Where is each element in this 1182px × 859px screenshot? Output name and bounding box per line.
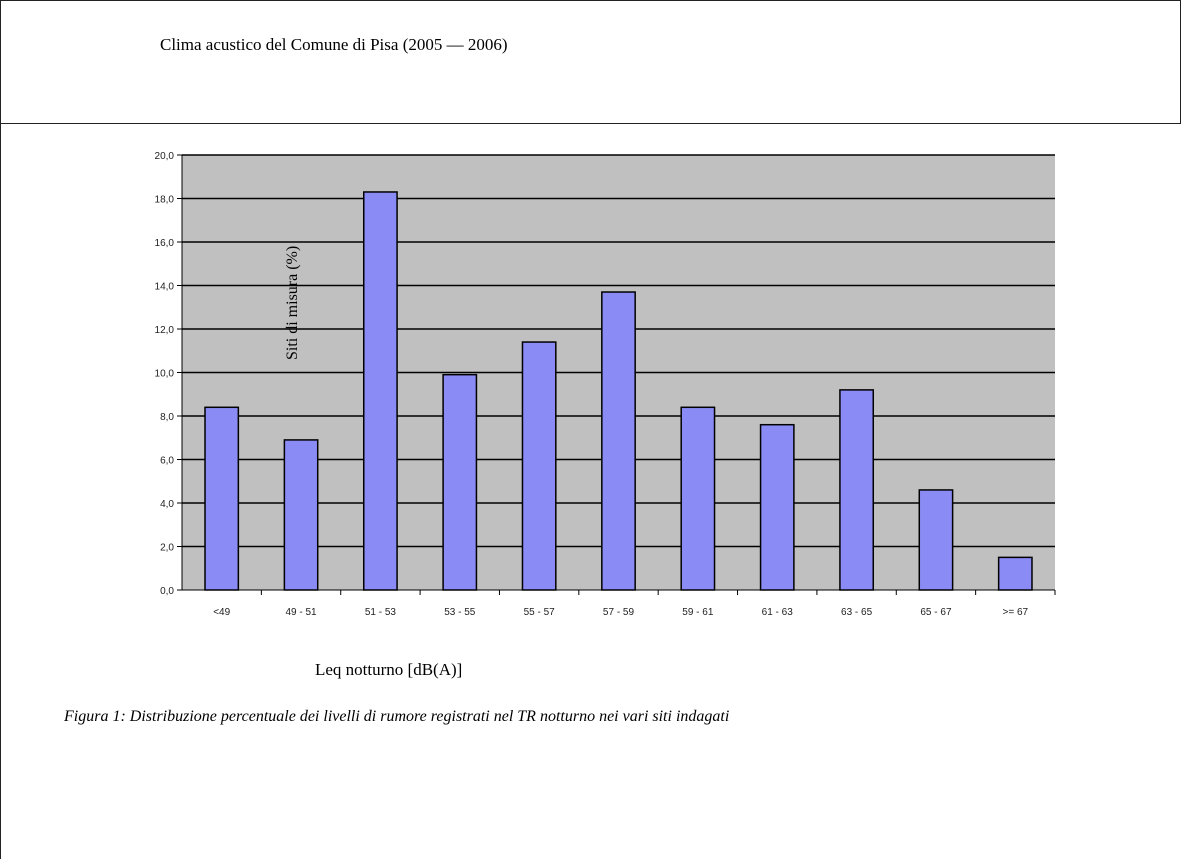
bar <box>362 191 398 591</box>
chart-container: 0,0 2,0 4,0 6,0 8,0 10,0 12,0 14,0 16,0 18,0 20,0 <… <box>120 135 1080 655</box>
x-tick-label: <49 <box>213 607 230 618</box>
y-axis-label: Siti di misura (%) <box>284 245 301 360</box>
x-tick-label: 63 - 65 <box>841 607 873 618</box>
x-tick-label: 53 - 55 <box>444 607 476 618</box>
y-tick-label: 12,0 <box>155 325 175 336</box>
y-tick-label: 0,0 <box>160 586 174 597</box>
figure-caption: Figura 1: Distribuzione percentuale dei … <box>64 708 730 725</box>
y-tick-label: 6,0 <box>160 456 174 467</box>
bar <box>918 489 954 591</box>
y-tick-label: 10,0 <box>155 369 175 380</box>
frame-right-border <box>1180 0 1181 124</box>
bar <box>521 341 557 591</box>
bar-chart: 0,0 2,0 4,0 6,0 8,0 10,0 12,0 14,0 16,0 18,0 20,0 <… <box>155 151 1056 618</box>
x-tick-label: 49 - 51 <box>285 607 317 618</box>
x-tick-label: 51 - 53 <box>365 607 397 618</box>
y-tick-label: 4,0 <box>160 499 174 510</box>
y-tick-label: 8,0 <box>160 412 174 423</box>
page-header-title: Clima acustico del Comune di Pisa (2005 … <box>160 35 508 54</box>
x-tick-label: 61 - 63 <box>762 607 794 618</box>
header-divider <box>0 123 1181 124</box>
bar <box>204 406 240 591</box>
x-axis-label: Leq notturno [dB(A)] <box>315 660 463 679</box>
frame-top-border <box>0 0 1181 1</box>
x-tick-label: 57 - 59 <box>603 607 635 618</box>
x-tick-label: 55 - 57 <box>524 607 556 618</box>
y-tick-label: 2,0 <box>160 543 174 554</box>
bar <box>759 423 795 591</box>
bar <box>283 439 319 591</box>
y-tick-label: 18,0 <box>155 195 175 206</box>
x-tick-label: >= 67 <box>1003 607 1029 618</box>
y-tick-label: 14,0 <box>155 282 175 293</box>
bar <box>680 406 716 591</box>
bar <box>442 373 478 591</box>
x-tick-label: 65 - 67 <box>920 607 952 618</box>
bar <box>997 556 1033 591</box>
frame-left-border <box>0 0 1 859</box>
y-tick-label: 20,0 <box>155 151 175 162</box>
y-tick-label: 16,0 <box>155 238 175 249</box>
x-tick-label: 59 - 61 <box>682 607 714 618</box>
bar <box>839 389 875 591</box>
bar <box>601 291 636 591</box>
